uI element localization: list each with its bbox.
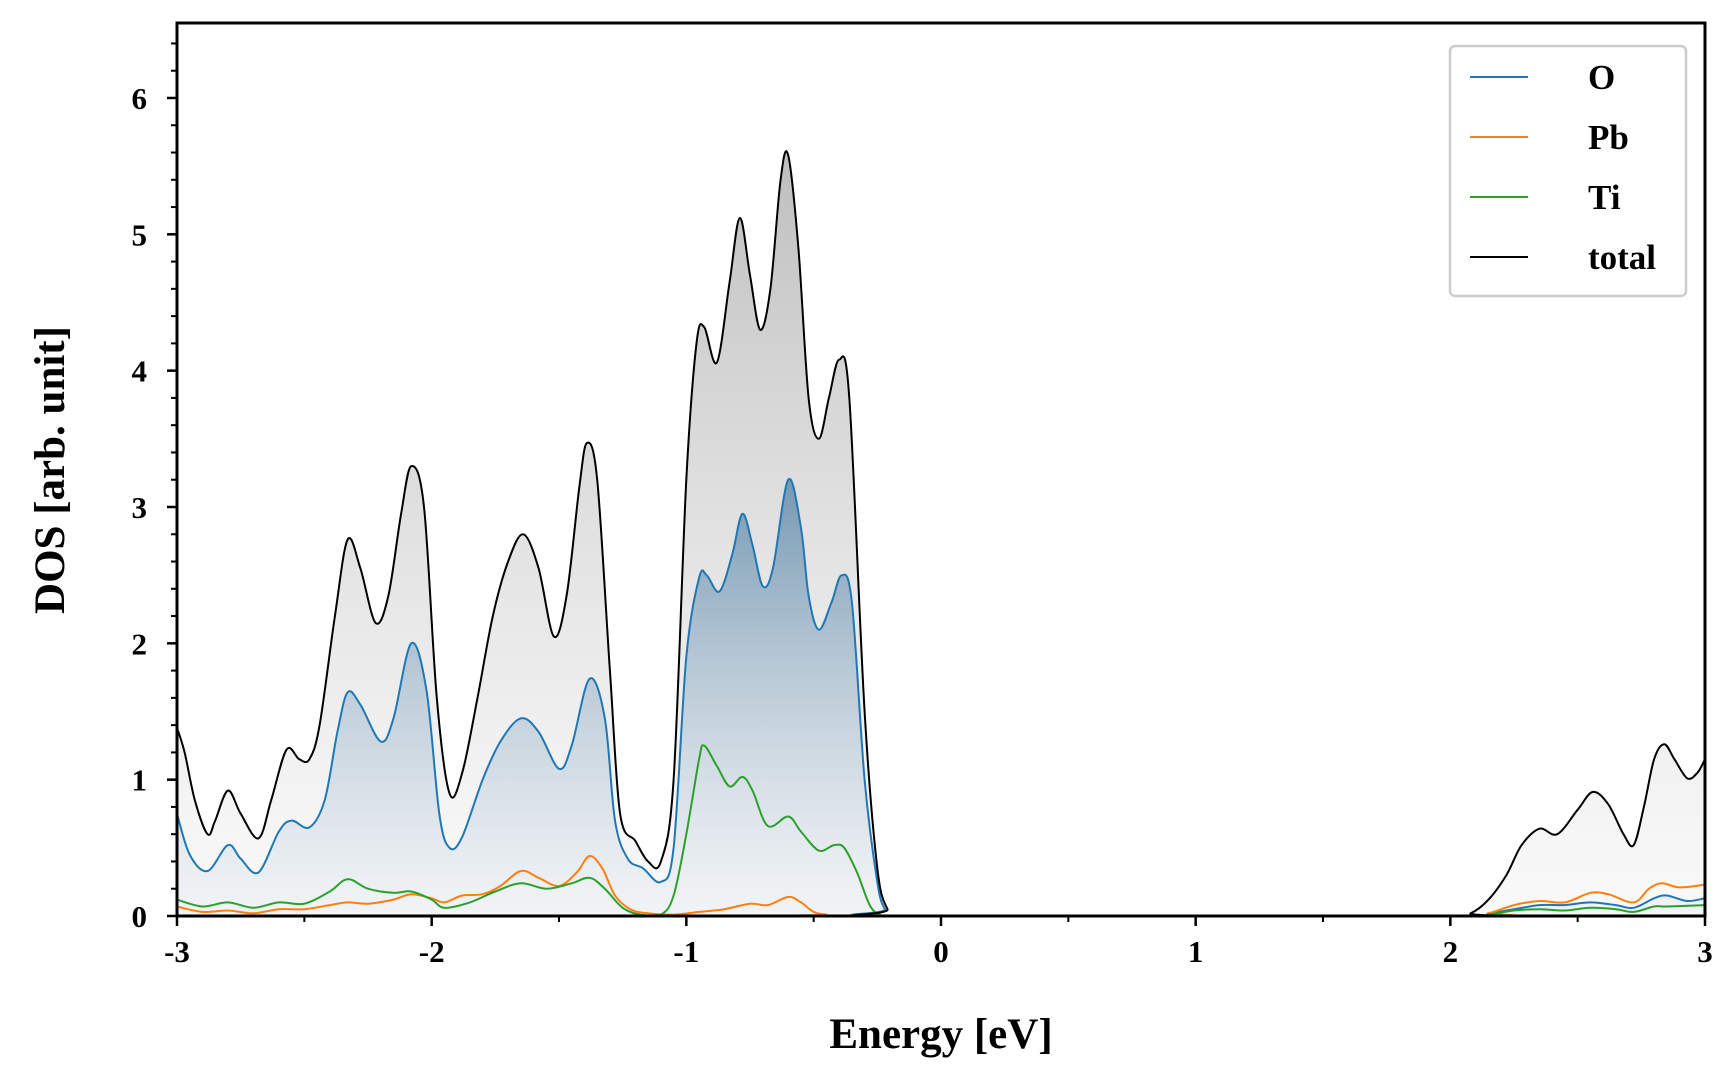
legend: O Pb Ti total	[1448, 44, 1688, 298]
x-tick-label: 3	[1697, 934, 1713, 969]
axis-ticks: -3 -2 -1 0 1 2 3 0 1 2 3 4 5 6	[132, 42, 1713, 969]
legend-label-o: O	[1588, 58, 1615, 97]
x-tick-label: -3	[164, 934, 190, 969]
x-tick-label: 0	[933, 934, 949, 969]
series-line-total	[177, 150, 1705, 916]
y-tick-label: 1	[132, 763, 148, 798]
y-tick-label: 0	[132, 899, 148, 934]
y-tick-label: 4	[132, 354, 148, 389]
series-line-o	[177, 478, 1705, 916]
x-tick-label: 2	[1443, 934, 1459, 969]
legend-label-pb: Pb	[1588, 118, 1629, 157]
x-tick-label: -1	[673, 934, 699, 969]
y-tick-label: 3	[132, 490, 148, 525]
total-area-fill	[177, 151, 1705, 916]
y-tick-label: 6	[132, 81, 148, 116]
y-tick-label: 5	[132, 217, 148, 252]
legend-box	[1448, 44, 1688, 298]
y-axis-label: DOS [arb. unit]	[27, 326, 74, 614]
o-area-fill	[177, 478, 1705, 916]
legend-label-total: total	[1588, 238, 1656, 277]
legend-label-ti: Ti	[1588, 178, 1621, 217]
x-tick-label: -2	[419, 934, 445, 969]
x-tick-label: 1	[1188, 934, 1204, 969]
x-axis-label: Energy [eV]	[829, 1011, 1052, 1058]
y-tick-label: 2	[132, 626, 148, 661]
